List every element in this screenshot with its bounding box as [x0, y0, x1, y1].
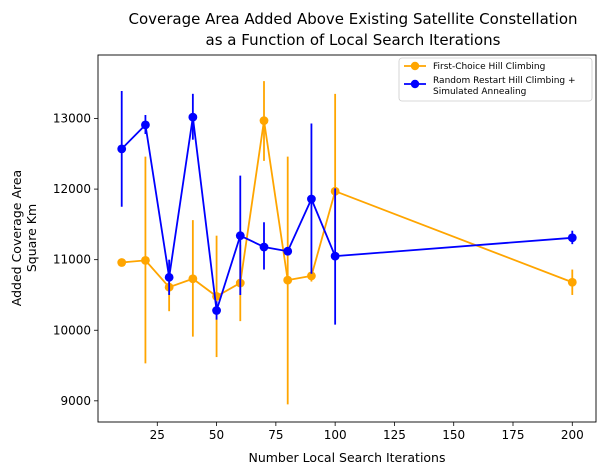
- data-point-random-restart: [117, 144, 127, 154]
- data-point-first-choice: [259, 116, 269, 126]
- data-point-first-choice: [141, 255, 150, 265]
- data-point-random-restart: [164, 272, 174, 282]
- chart-title-line-2: as a Function of Local Search Iterations: [206, 31, 501, 49]
- tick-layer: 25 50 75 100 125 150 175 200 9000 10000 11000 12000…: [53, 112, 584, 442]
- legend-frame: [398, 57, 593, 102]
- data-point-random-restart: [188, 112, 198, 122]
- x-tick-label: 100: [324, 428, 347, 442]
- plot-frame: [97, 54, 597, 423]
- data-point-random-restart: [330, 251, 340, 261]
- data-point-first-choice: [188, 274, 198, 284]
- legend-label-random-restart-line-2: Simulated Annealing: [433, 87, 526, 97]
- data-point-first-choice: [567, 277, 577, 287]
- x-tick-label: 75: [268, 428, 283, 442]
- y-tick-label: 12000: [53, 182, 91, 196]
- legend-label-first-choice: First-Choice Hill Climbing: [433, 62, 545, 72]
- data-point-random-restart: [259, 242, 269, 252]
- data-point-first-choice: [283, 275, 293, 285]
- series-layer: [117, 81, 577, 405]
- data-point-random-restart: [283, 246, 293, 256]
- data-point-first-choice: [117, 258, 127, 267]
- y-axis-label-line-2: Square Km: [24, 204, 39, 272]
- x-axis-label: Number Local Search Iterations: [248, 450, 445, 465]
- data-point-random-restart: [141, 120, 150, 130]
- data-point-random-restart: [235, 231, 245, 241]
- x-tick-label: 50: [209, 428, 224, 442]
- series-random-restart: [117, 90, 577, 325]
- plot-area: [98, 55, 596, 422]
- data-point-random-restart: [307, 194, 316, 204]
- data-point-random-restart: [212, 306, 221, 315]
- legend-label-random-restart-line-1: Random Restart Hill Climbing +: [433, 76, 576, 86]
- x-tick-label: 25: [150, 428, 165, 442]
- data-point-random-restart: [567, 233, 577, 243]
- series-first-choice: [117, 81, 577, 405]
- legend-marker-first-choice: [410, 61, 420, 71]
- x-tick-label: 200: [561, 428, 584, 442]
- y-tick-label: 11000: [53, 253, 91, 267]
- x-tick-label: 175: [502, 428, 525, 442]
- y-tick-label: 10000: [53, 323, 91, 337]
- x-tick-label: 150: [442, 428, 465, 442]
- y-tick-label: 13000: [53, 112, 91, 126]
- chart-title-line-1: Coverage Area Added Above Existing Satel…: [128, 10, 577, 28]
- data-point-first-choice: [307, 271, 316, 281]
- legend-marker-random-restart: [410, 79, 420, 89]
- y-axis-label-line-1: Added Coverage Area: [9, 170, 24, 306]
- y-tick-label: 9000: [60, 394, 91, 408]
- legend: First-Choice Hill Climbing Random Restar…: [398, 57, 593, 102]
- x-tick-label: 125: [383, 428, 406, 442]
